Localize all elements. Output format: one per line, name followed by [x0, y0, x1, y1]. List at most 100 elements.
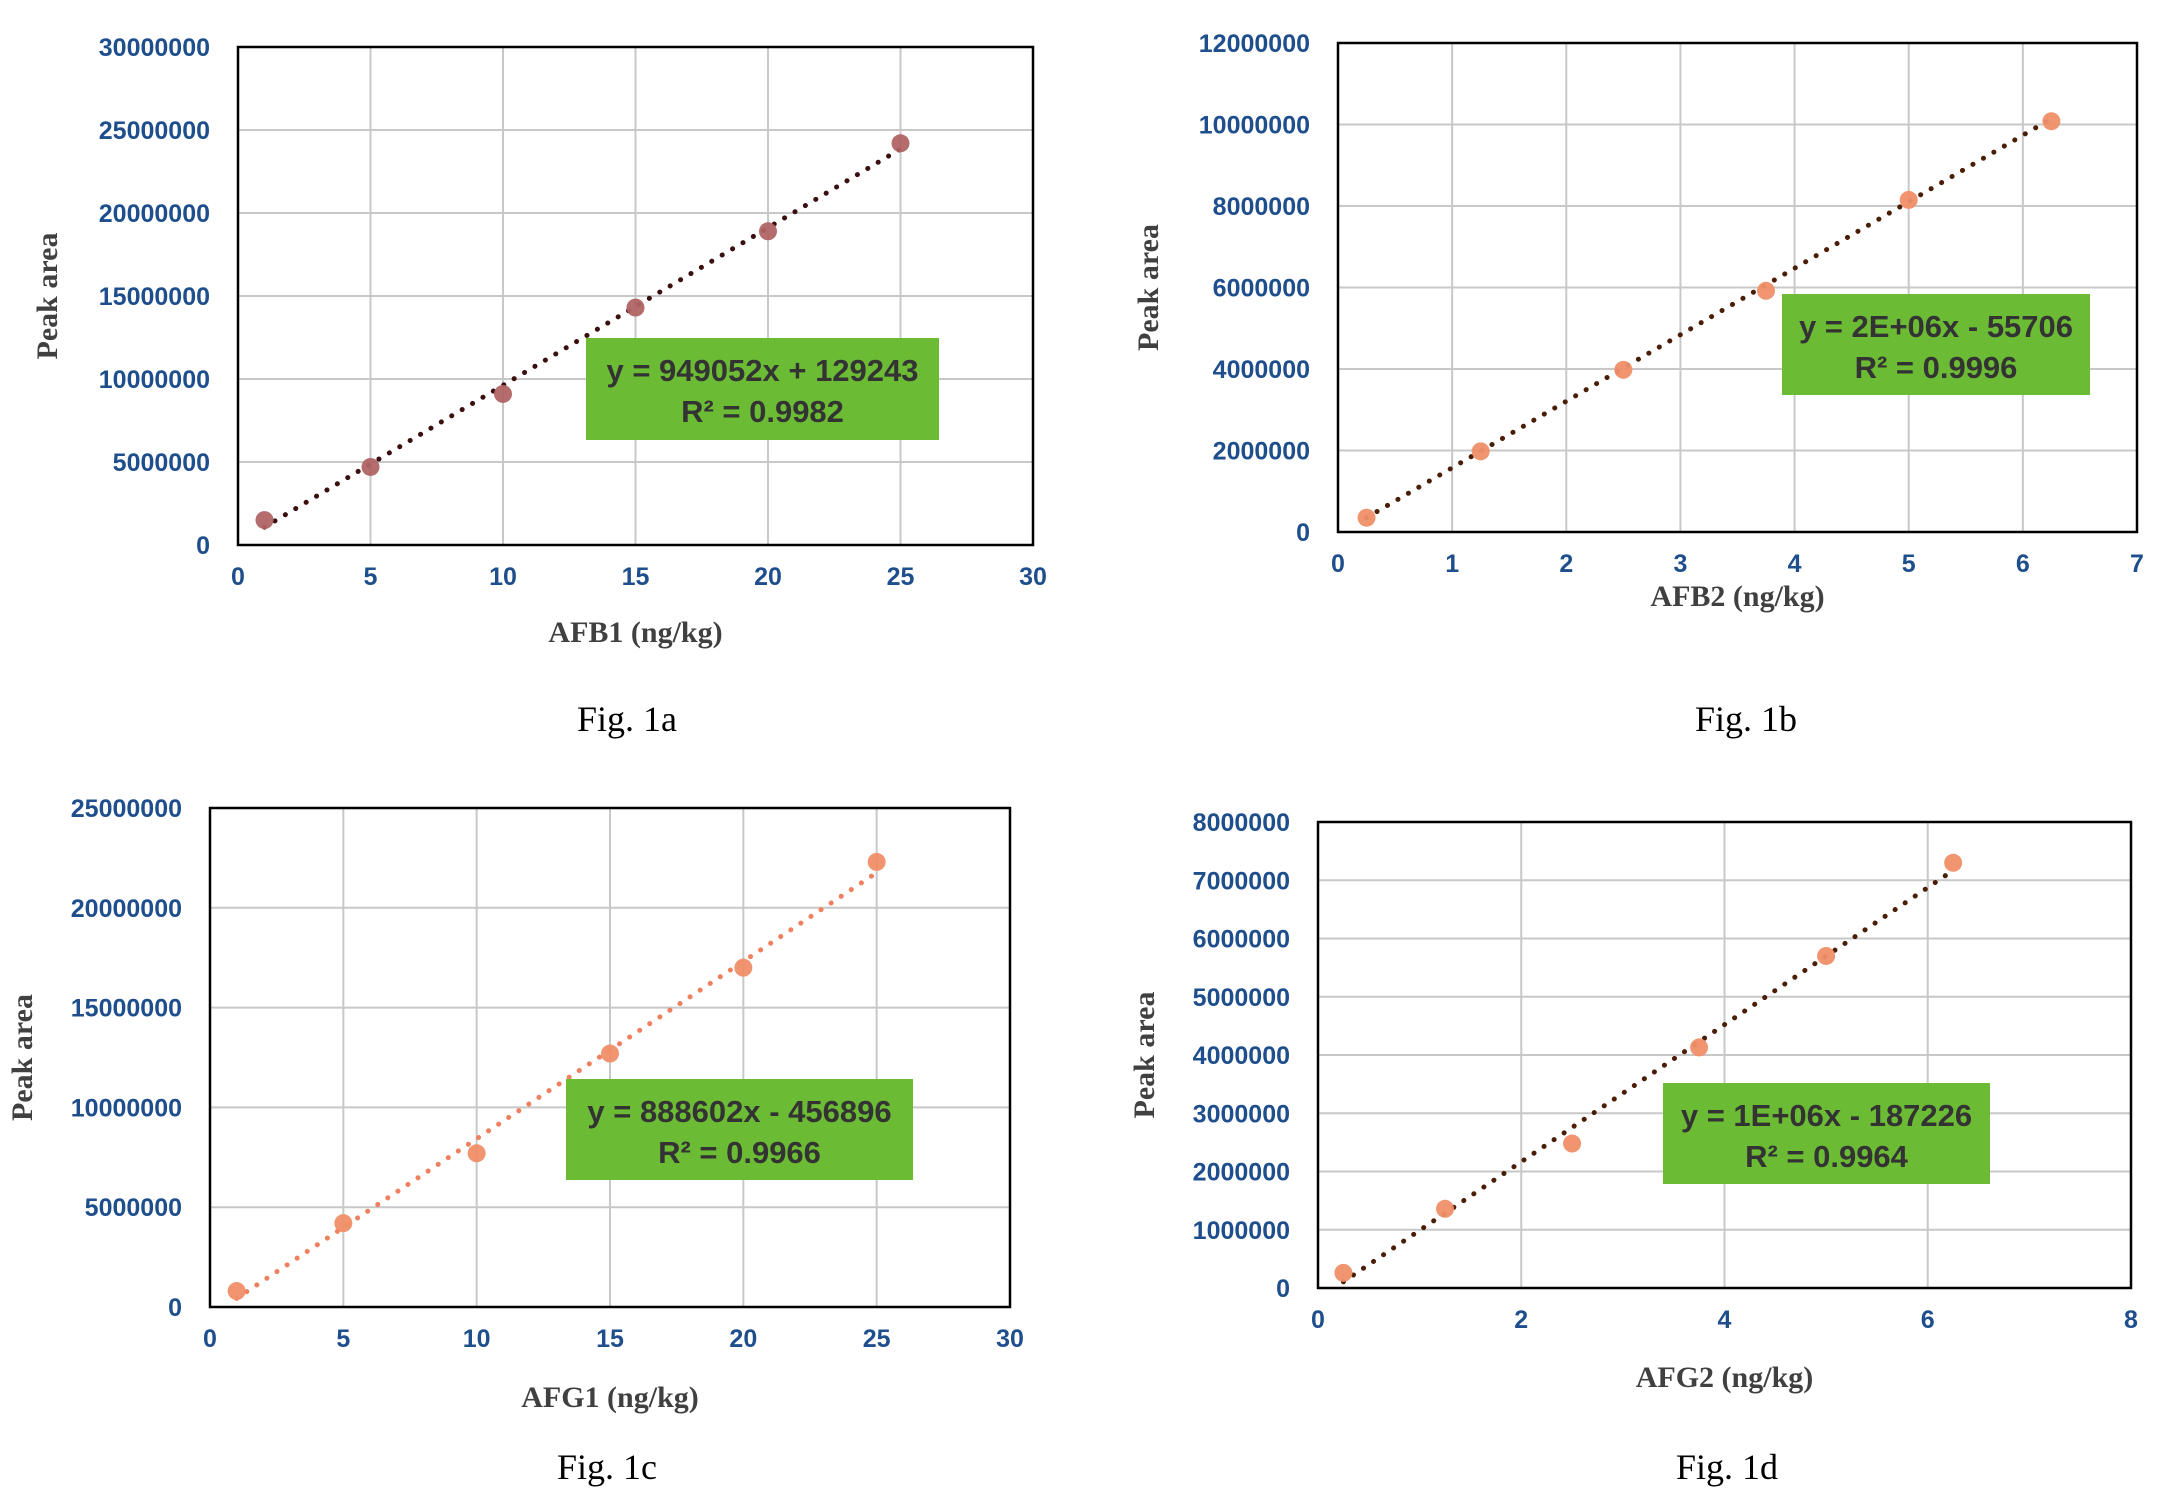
figure-caption: Fig. 1c: [557, 1447, 657, 1487]
y-tick-label: 20000000: [99, 200, 210, 228]
data-point: [734, 958, 753, 977]
plot-frame: [236, 45, 1035, 547]
data-point: [1436, 1199, 1455, 1218]
y-tick-label: 8000000: [1213, 193, 1310, 221]
x-tick-label: 15: [596, 1325, 624, 1353]
data-point: [759, 222, 777, 241]
x-axis-title: AFG1 (ng/kg): [521, 1381, 699, 1414]
data-point: [227, 1282, 246, 1301]
data-point: [255, 511, 274, 530]
x-tick-label: 1: [1445, 550, 1459, 578]
x-tick-label: 2: [1514, 1306, 1528, 1334]
data-point: [494, 384, 512, 403]
equation-box: [586, 338, 939, 440]
r-squared-value: R² = 0.9966: [658, 1135, 821, 1170]
y-axis-title: Peak area: [1132, 224, 1165, 351]
x-tick-label: 6: [1921, 1306, 1935, 1334]
y-axis-title: Peak area: [31, 233, 64, 360]
y-tick-label: 0: [1296, 519, 1310, 547]
trendline-equation: y = 949052x + 129243: [606, 353, 918, 388]
data-point: [1757, 281, 1776, 300]
y-tick-label: 30000000: [99, 34, 210, 62]
x-tick-label: 2: [1559, 550, 1573, 578]
y-tick-label: 10000000: [71, 1094, 182, 1122]
x-tick-label: 0: [1331, 550, 1345, 578]
trendline-equation: y = 1E+06x - 187226: [1681, 1098, 1972, 1133]
x-tick-label: 10: [489, 563, 517, 591]
x-tick-label: 0: [1311, 1306, 1325, 1334]
x-tick-label: 20: [754, 563, 782, 591]
y-tick-label: 6000000: [1193, 926, 1290, 954]
r-squared-value: R² = 0.9996: [1855, 350, 2018, 385]
x-tick-label: 10: [463, 1325, 491, 1353]
x-tick-label: 5: [336, 1325, 350, 1353]
y-axis-title: Peak area: [6, 994, 39, 1121]
equation-box: [1663, 1083, 1990, 1184]
y-tick-label: 20000000: [71, 895, 182, 923]
data-point: [891, 134, 910, 153]
y-tick-label: 5000000: [1193, 984, 1290, 1012]
x-axis-title: AFG2 (ng/kg): [1636, 1361, 1814, 1394]
data-point: [1690, 1038, 1709, 1057]
x-tick-label: 5: [364, 563, 378, 591]
y-tick-label: 7000000: [1193, 867, 1290, 895]
figure-caption: Fig. 1d: [1676, 1447, 1778, 1487]
x-tick-label: 6: [2016, 550, 2030, 578]
y-tick-label: 10000000: [1199, 112, 1310, 140]
x-tick-label: 5: [1902, 550, 1916, 578]
x-axis-title: AFB1 (ng/kg): [548, 616, 722, 649]
y-tick-label: 25000000: [99, 117, 210, 145]
data-point: [1899, 190, 1918, 209]
trendline-equation: y = 2E+06x - 55706: [1799, 309, 2073, 344]
panel-fig-1d: 0 2 4 6 8 0 1000000 2000000 3000000 4000000 500000…: [1128, 809, 2138, 1487]
data-point: [601, 1044, 619, 1063]
x-tick-label: 7: [2130, 550, 2144, 578]
x-tick-label: 0: [203, 1325, 217, 1353]
data-point: [626, 298, 645, 317]
r-squared-value: R² = 0.9982: [681, 394, 844, 429]
x-tick-label: 30: [996, 1325, 1024, 1353]
equation-box: [566, 1079, 913, 1180]
x-tick-label: 25: [863, 1325, 891, 1353]
y-tick-label: 2000000: [1213, 438, 1310, 466]
y-tick-label: 3000000: [1193, 1100, 1290, 1128]
data-point: [1563, 1134, 1582, 1153]
data-point: [2042, 112, 2061, 131]
x-tick-label: 30: [1019, 563, 1047, 591]
x-tick-label: 8: [2124, 1306, 2138, 1334]
panel-fig-1a: 0 5 10 15 20 25 30 0 5000000 10000000 15000000 2000…: [31, 34, 1047, 739]
panel-fig-1c: 0 5 10 15 20 25 30 0 5000000 10000000 15000000 2000…: [6, 795, 1024, 1487]
data-point: [1944, 853, 1963, 872]
data-point: [334, 1214, 353, 1233]
data-point: [1334, 1263, 1353, 1282]
y-tick-label: 12000000: [1199, 30, 1310, 58]
data-point: [361, 457, 380, 476]
y-tick-label: 5000000: [113, 449, 210, 477]
x-tick-label: 3: [1673, 550, 1687, 578]
trendline: [234, 870, 880, 1301]
plot-frame: [1336, 41, 2139, 534]
x-tick-label: 20: [729, 1325, 757, 1353]
plot-frame: [208, 806, 1012, 1309]
panel-fig-1b: 0 1 2 3 4 5 6 7 0 2000000 4000000 6000000 8000000 100…: [1132, 30, 2144, 739]
trendline-equation: y = 888602x - 456896: [587, 1094, 891, 1129]
figure-caption: Fig. 1b: [1695, 699, 1797, 739]
y-tick-label: 5000000: [85, 1194, 182, 1222]
y-axis-title: Peak area: [1128, 992, 1161, 1119]
x-tick-label: 25: [887, 563, 915, 591]
y-tick-label: 6000000: [1213, 275, 1310, 303]
x-tick-label: 4: [1718, 1306, 1732, 1334]
data-point: [1614, 360, 1633, 379]
x-tick-label: 15: [622, 563, 650, 591]
y-tick-label: 10000000: [99, 366, 210, 394]
figure-caption: Fig. 1a: [577, 699, 677, 739]
data-point: [467, 1144, 486, 1163]
plot-frame: [1316, 820, 2133, 1290]
y-tick-label: 2000000: [1193, 1159, 1290, 1187]
r-squared-value: R² = 0.9964: [1745, 1139, 1909, 1174]
data-point: [867, 852, 886, 871]
y-tick-label: 15000000: [71, 995, 182, 1023]
y-tick-label: 1000000: [1193, 1217, 1290, 1245]
y-tick-label: 0: [196, 532, 210, 560]
y-tick-label: 0: [1276, 1275, 1290, 1303]
